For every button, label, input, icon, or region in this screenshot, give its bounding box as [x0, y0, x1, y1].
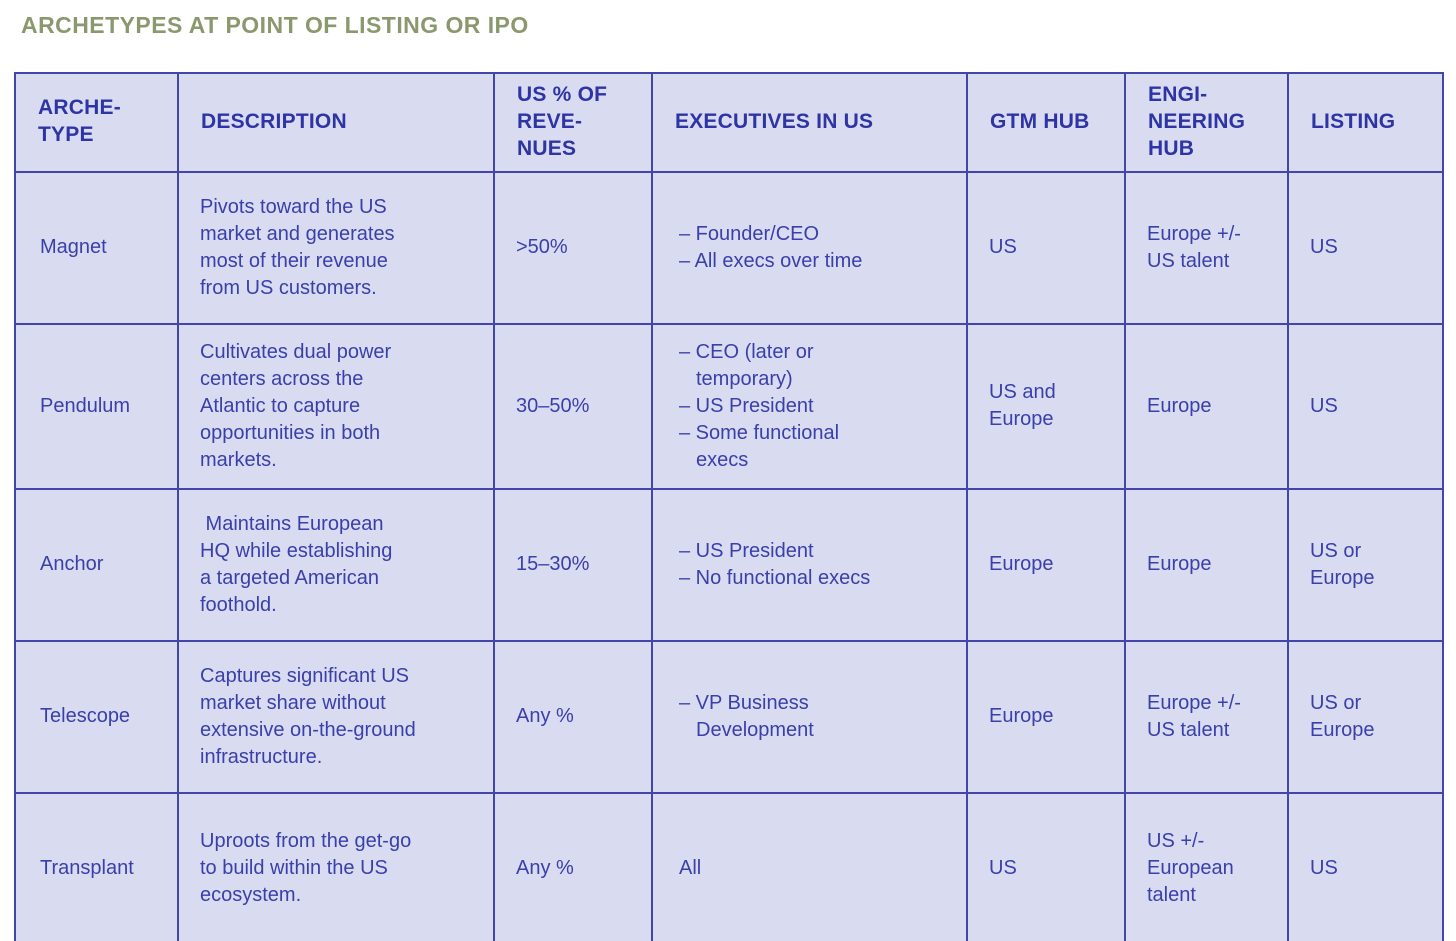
- cell-engineering-hub: Europe +/- US talent: [1124, 639, 1289, 794]
- cell-engineering-hub: US +/- European talent: [1124, 791, 1289, 941]
- executive-item: All: [679, 857, 702, 880]
- executive-item: – Some functional execs: [679, 421, 840, 471]
- cell-executives-in-us: – CEO (later or temporary) – US President…: [651, 322, 968, 490]
- column-header: LISTING: [1287, 72, 1444, 173]
- cell-engineering-hub: Europe: [1124, 322, 1289, 490]
- executive-item: – US President: [679, 394, 814, 417]
- cell-executives-in-us: – VP Business Development: [651, 639, 968, 794]
- cell-gtm-hub: US: [966, 170, 1126, 325]
- cell-us-revenues: 15–30%: [493, 487, 653, 642]
- cell-gtm-hub: US and Europe: [966, 322, 1126, 490]
- column-header: ARCHE- TYPE: [14, 72, 179, 173]
- cell-executives-in-us: All: [651, 791, 968, 941]
- cell-listing: US or Europe: [1287, 487, 1444, 642]
- executive-item: – US President: [679, 539, 814, 562]
- cell-listing: US: [1287, 791, 1444, 941]
- cell-description: Maintains European HQ while establishing…: [177, 487, 495, 642]
- column-header: ENGI- NEERING HUB: [1124, 72, 1289, 173]
- cell-listing: US: [1287, 322, 1444, 490]
- cell-engineering-hub: Europe +/- US talent: [1124, 170, 1289, 325]
- cell-gtm-hub: Europe: [966, 639, 1126, 794]
- page-title: ARCHETYPES AT POINT OF LISTING OR IPO: [21, 12, 529, 38]
- column-header: EXECUTIVES IN US: [651, 72, 968, 173]
- cell-gtm-hub: US: [966, 791, 1126, 941]
- executive-item: – All execs over time: [679, 249, 863, 272]
- column-header: US % OF REVE- NUES: [493, 72, 653, 173]
- cell-listing: US: [1287, 170, 1444, 325]
- cell-us-revenues: 30–50%: [493, 322, 653, 490]
- cell-us-revenues: >50%: [493, 170, 653, 325]
- cell-archetype: Transplant: [14, 791, 179, 941]
- executive-item: – CEO (later or temporary): [679, 340, 814, 390]
- archetypes-table: ARCHE- TYPE DESCRIPTION US % OF REVE- NUES…: [14, 72, 1444, 941]
- cell-description: Captures significant US market share wit…: [177, 639, 495, 794]
- executive-item: – Founder/CEO: [679, 222, 820, 245]
- column-header: GTM HUB: [966, 72, 1126, 173]
- cell-us-revenues: Any %: [493, 791, 653, 941]
- cell-archetype: Telescope: [14, 639, 179, 794]
- cell-archetype: Anchor: [14, 487, 179, 642]
- column-header: DESCRIPTION: [177, 72, 495, 173]
- cell-listing: US or Europe: [1287, 639, 1444, 794]
- executive-item: – VP Business Development: [679, 691, 814, 741]
- table-row: Magnet Pivots toward the US market and g…: [14, 170, 1444, 325]
- table-row: Pendulum Cultivates dual power centers a…: [14, 322, 1444, 490]
- cell-executives-in-us: – Founder/CEO – All execs over time: [651, 170, 968, 325]
- table-row: Anchor Maintains European HQ while estab…: [14, 487, 1444, 642]
- table-row: Transplant Uproots from the get-go to bu…: [14, 791, 1444, 941]
- cell-engineering-hub: Europe: [1124, 487, 1289, 642]
- cell-description: Cultivates dual power centers across the…: [177, 322, 495, 490]
- cell-gtm-hub: Europe: [966, 487, 1126, 642]
- executive-item: – No functional execs: [679, 566, 871, 589]
- cell-executives-in-us: – US President – No functional execs: [651, 487, 968, 642]
- cell-description: Uproots from the get-go to build within …: [177, 791, 495, 941]
- header-row: ARCHE- TYPE DESCRIPTION US % OF REVE- NUES…: [14, 72, 1444, 173]
- cell-description: Pivots toward the US market and generate…: [177, 170, 495, 325]
- table-row: Telescope Captures significant US market…: [14, 639, 1444, 794]
- cell-archetype: Pendulum: [14, 322, 179, 490]
- cell-archetype: Magnet: [14, 170, 179, 325]
- cell-us-revenues: Any %: [493, 639, 653, 794]
